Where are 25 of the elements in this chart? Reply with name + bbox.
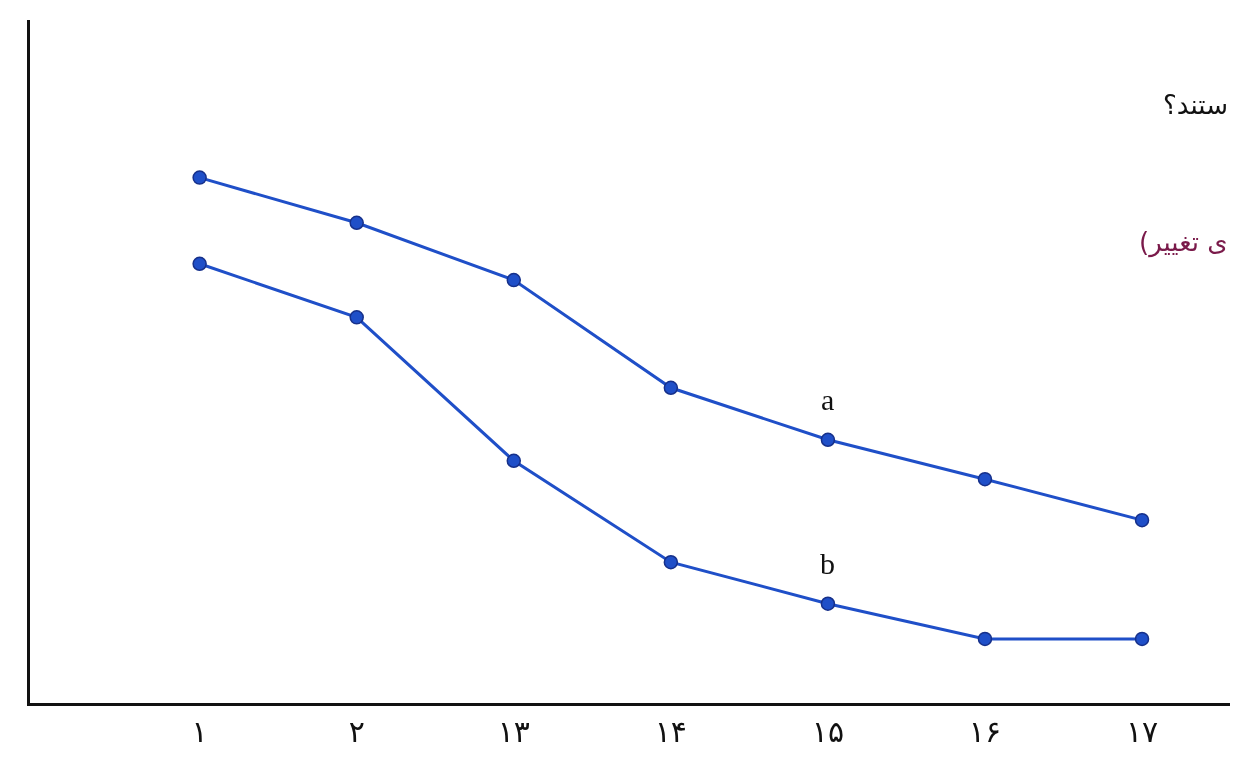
point — [820, 432, 836, 448]
x-tick-label: ۱۴ — [654, 714, 687, 749]
point — [349, 215, 364, 231]
x-tick-label: ۱۶ — [968, 714, 1002, 749]
x-tick-label: ۱۳ — [497, 714, 530, 749]
series-label: a — [821, 383, 835, 416]
point — [977, 471, 993, 487]
point — [349, 310, 364, 325]
point — [506, 453, 522, 469]
x-tick-label: ۲ — [348, 714, 365, 749]
series-label: b — [820, 547, 835, 580]
point — [192, 256, 207, 272]
point — [820, 596, 836, 611]
x-tick-label: ۱ — [191, 714, 208, 749]
x-tick-label: ۱۷ — [1125, 714, 1159, 749]
point — [192, 170, 207, 185]
annotation: ی تغییر) — [1139, 227, 1228, 258]
point — [506, 272, 522, 288]
point — [1134, 631, 1150, 647]
x-tick-label: ۱۵ — [811, 714, 845, 749]
point — [977, 631, 993, 647]
text: ستند؟ — [1163, 90, 1228, 120]
point — [663, 554, 679, 570]
point — [1134, 512, 1150, 528]
point — [663, 380, 679, 396]
